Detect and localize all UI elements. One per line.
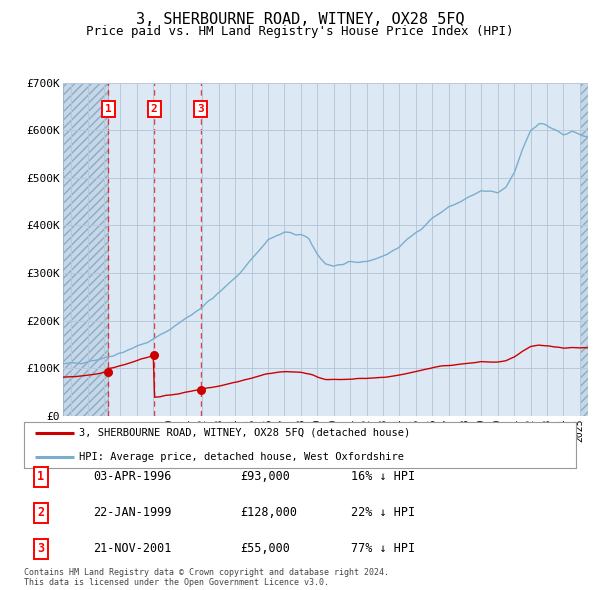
Text: Price paid vs. HM Land Registry's House Price Index (HPI): Price paid vs. HM Land Registry's House … [86,25,514,38]
Text: Contains HM Land Registry data © Crown copyright and database right 2024.
This d: Contains HM Land Registry data © Crown c… [24,568,389,587]
Text: 03-APR-1996: 03-APR-1996 [93,470,172,483]
Text: £128,000: £128,000 [240,506,297,519]
Text: 3: 3 [37,542,44,555]
Text: 77% ↓ HPI: 77% ↓ HPI [351,542,415,555]
Text: 3: 3 [197,104,204,114]
Text: 1: 1 [105,104,112,114]
Text: 1: 1 [37,470,44,483]
Text: 2: 2 [37,506,44,519]
Text: 3, SHERBOURNE ROAD, WITNEY, OX28 5FQ (detached house): 3, SHERBOURNE ROAD, WITNEY, OX28 5FQ (de… [79,428,410,438]
Text: 16% ↓ HPI: 16% ↓ HPI [351,470,415,483]
Text: 22-JAN-1999: 22-JAN-1999 [93,506,172,519]
Text: HPI: Average price, detached house, West Oxfordshire: HPI: Average price, detached house, West… [79,452,404,462]
Text: £93,000: £93,000 [240,470,290,483]
Text: £55,000: £55,000 [240,542,290,555]
Text: 3, SHERBOURNE ROAD, WITNEY, OX28 5FQ: 3, SHERBOURNE ROAD, WITNEY, OX28 5FQ [136,12,464,27]
Text: 2: 2 [151,104,158,114]
Text: 21-NOV-2001: 21-NOV-2001 [93,542,172,555]
Text: 22% ↓ HPI: 22% ↓ HPI [351,506,415,519]
